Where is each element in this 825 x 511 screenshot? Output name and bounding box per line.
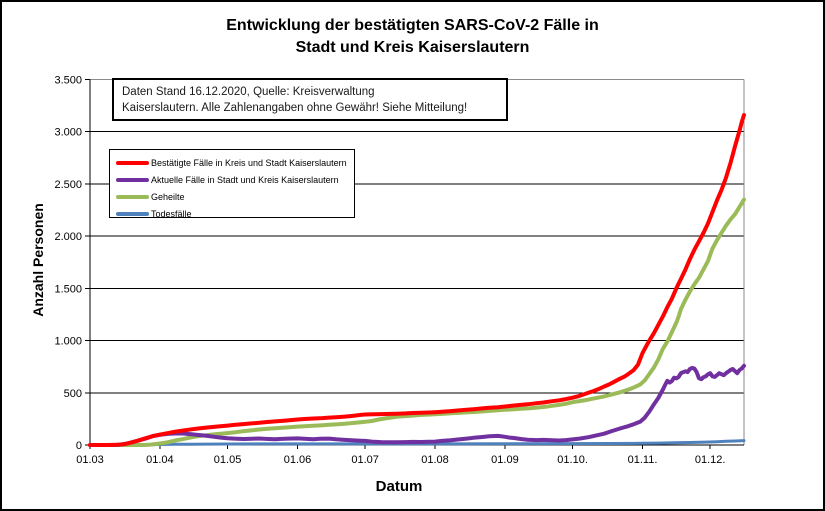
- x-tick-label: 01.06: [284, 454, 312, 466]
- y-tick-label: 1.500: [54, 283, 82, 295]
- y-tick-label: 0: [76, 440, 82, 452]
- legend-label: Aktuelle Fälle in Stadt und Kreis Kaiser…: [151, 174, 339, 185]
- y-tick-label: 2.000: [54, 231, 82, 243]
- data-source-note: Daten Stand 16.12.2020, Quelle: Kreisver…: [112, 78, 508, 121]
- series-line-aktuelle-faelle: [88, 363, 746, 447]
- legend-label: Bestätigte Fälle in Kreis und Stadt Kais…: [151, 157, 347, 168]
- y-tick-label: 3.000: [54, 127, 82, 139]
- legend-swatch-line-purple: [116, 177, 149, 182]
- chart-title-line2: Stadt und Kreis Kaiserslautern: [295, 39, 530, 56]
- chart-title: Entwicklung der bestätigten SARS-CoV-2 F…: [2, 15, 823, 59]
- series-line-geheilte: [88, 197, 746, 447]
- legend-item-aktuelle: Aktuelle Fälle in Stadt und Kreis Kaiser…: [116, 172, 354, 187]
- legend-swatch-line-red: [116, 160, 149, 165]
- series-line-bestaetigte-faelle: [88, 113, 746, 447]
- chart-title-line1: Entwicklung der bestätigten SARS-CoV-2 F…: [226, 17, 599, 34]
- legend-item-geheilte: Geheilte: [116, 189, 354, 204]
- x-tick-label: 01.12.: [695, 454, 726, 466]
- note-line1: Daten Stand 16.12.2020, Quelle: Kreisver…: [122, 86, 375, 98]
- y-tick-label: 500: [64, 388, 82, 400]
- y-tick-label: 3.500: [54, 75, 82, 87]
- legend-swatch-line-blue: [116, 211, 149, 216]
- legend-label: Todesfälle: [151, 208, 192, 219]
- y-tick-label: 1.000: [54, 336, 82, 348]
- x-tick-label: 01.10.: [557, 454, 588, 466]
- legend-item-todesfaelle: Todesfälle: [116, 206, 354, 221]
- note-line2: Kaiserslautern. Alle Zahlenangaben ohne …: [122, 102, 468, 114]
- legend-swatch-line-green: [116, 194, 149, 199]
- x-tick-label: 01.09: [491, 454, 519, 466]
- x-tick-label: 01.03: [76, 454, 104, 466]
- legend-label: Geheilte: [151, 191, 185, 202]
- x-tick-label: 01.08: [421, 454, 449, 466]
- x-tick-label: 01.04: [146, 454, 174, 466]
- x-tick-label: 01.07: [351, 454, 379, 466]
- legend-item-bestaetigte: Bestätigte Fälle in Kreis und Stadt Kais…: [116, 155, 354, 170]
- x-tick-label: 01.05: [214, 454, 242, 466]
- x-tick-label: 01.11.: [628, 454, 658, 466]
- y-axis-title: Anzahl Personen: [30, 203, 46, 317]
- x-axis-title: Datum: [375, 478, 423, 495]
- legend: Bestätigte Fälle in Kreis und Stadt Kais…: [109, 149, 355, 221]
- y-tick-label: 2.500: [54, 179, 82, 191]
